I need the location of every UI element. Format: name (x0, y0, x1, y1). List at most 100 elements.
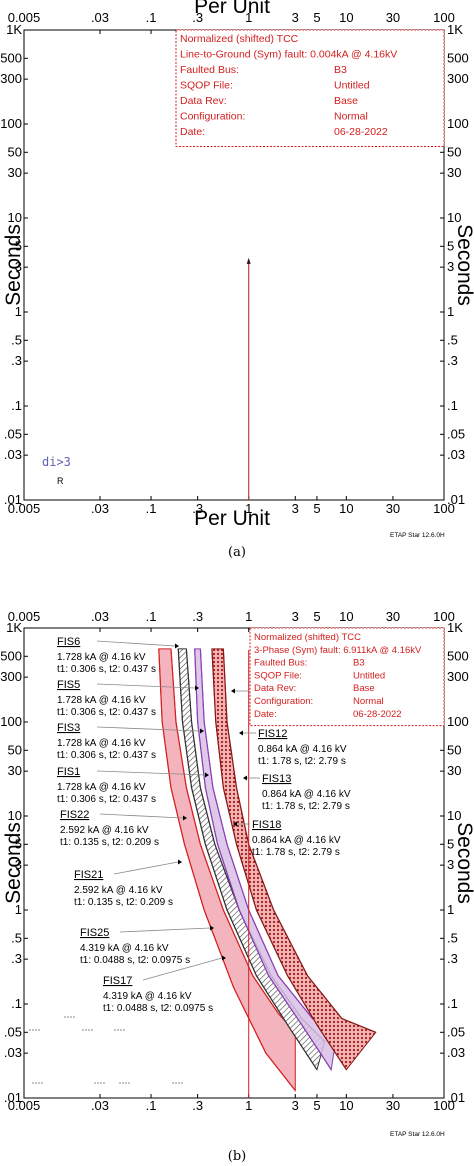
software-footer: ETAP Star 12.6.0H (390, 1131, 445, 1138)
device-time-label: t1: 0.306 s, t2: 0.437 s (57, 707, 156, 718)
y-tick-label-right: 1K (447, 22, 463, 37)
tcc-curve-max-3 (199, 648, 338, 1033)
y-tick-label-right: 1 (447, 304, 454, 319)
chart-panel-a: 0.0050.005.03.03.1.1.3.31133551010303010… (0, 0, 474, 560)
x-tick-label-top: 100 (433, 10, 455, 25)
series-marker (246, 257, 251, 264)
info-box-key: Configuration: (180, 111, 245, 123)
device-leader-line (96, 683, 196, 689)
device-leader-arrow (239, 730, 243, 736)
info-box-key: Line-to-Ground (Sym) fault: 0.004kA @ 4.… (180, 49, 397, 61)
x-tick-label-bottom: 1 (245, 1098, 252, 1113)
y-tick-label-right: 5 (447, 836, 454, 851)
info-box-value: Untitled (334, 80, 370, 92)
y-axis-title-right: Seconds (453, 822, 474, 904)
y-tick-label-left: 100 (0, 116, 22, 131)
x-tick-label-bottom: 5 (313, 1098, 320, 1113)
y-tick-label-right: 10 (447, 808, 461, 823)
tcc-curve-max-1 (170, 648, 296, 1033)
device-leader-arrow (222, 955, 226, 961)
y-tick-label-right: .05 (447, 426, 465, 441)
y-tick-label-left: 500 (0, 50, 22, 65)
x-tick-label-bottom: .03 (91, 1098, 109, 1113)
info-box-key: Date: (254, 709, 277, 720)
y-tick-label-left: 5 (15, 238, 22, 253)
info-box-key: Data Rev: (254, 683, 296, 694)
x-tick-label-top: .1 (146, 10, 157, 25)
y-tick-label-right: 100 (447, 116, 469, 131)
info-box-key: Faulted Bus: (180, 64, 239, 76)
device-name-label: FIS5 (57, 679, 80, 691)
y-tick-label-right: 5 (447, 238, 454, 253)
device-leader-arrow (200, 728, 204, 734)
device-name-label: FIS22 (60, 809, 89, 821)
y-tick-label-right: .01 (447, 492, 465, 507)
device-current-label: 1.728 kA @ 4.16 kV (57, 652, 146, 663)
y-tick-label-left: 30 (8, 763, 22, 778)
tcc-curve-min-4 (211, 648, 347, 1071)
y-tick-label-right: 1K (447, 620, 463, 635)
y-tick-label-left: 10 (8, 210, 22, 225)
device-leader-line (142, 957, 223, 981)
x-tick-label-bottom: .1 (146, 501, 157, 516)
y-tick-label-left: 50 (8, 742, 22, 757)
chart-panel-b: 0.0050.005.03.03.1.1.3.31133551010303010… (0, 609, 474, 1164)
info-box-key: Date: (180, 126, 205, 138)
device-leader-line (96, 770, 206, 776)
x-axis-title-bottom: Per Unit (194, 507, 270, 530)
y-tick-label-left: .03 (4, 447, 22, 462)
info-box-key: SQOP File: (180, 80, 233, 92)
x-tick-label-top: 0.005 (8, 10, 41, 25)
device-leader-line (99, 813, 184, 819)
y-tick-label-left: 3 (15, 857, 22, 872)
device-leader-arrow (233, 821, 237, 827)
info-box-key: Faulted Bus: (254, 658, 307, 669)
device-leader-line (119, 927, 211, 933)
info-box-key: Normalized (shifted) TCC (254, 632, 361, 643)
y-tick-label-left: .1 (11, 996, 22, 1011)
x-tick-label-bottom: 30 (386, 1098, 400, 1113)
x-tick-label-top: 3 (292, 10, 299, 25)
y-tick-label-left: .01 (4, 1090, 22, 1105)
y-tick-label-right: 30 (447, 165, 461, 180)
tcc-curve-max-4 (222, 648, 376, 1033)
info-box-value: B3 (353, 658, 365, 669)
panel-caption: (a) (228, 545, 246, 560)
device-leader-arrow (175, 643, 179, 649)
y-tick-label-right: 500 (447, 648, 469, 663)
device-leader-line (96, 726, 201, 732)
info-box-key: Configuration: (254, 696, 313, 707)
x-tick-label-bottom: 0.005 (8, 1098, 41, 1113)
x-tick-label-bottom: .1 (146, 1098, 157, 1113)
device-name-label: FIS17 (103, 975, 132, 987)
info-box-key: Data Rev: (180, 95, 227, 107)
y-axis-title-right: Seconds (453, 224, 474, 306)
y-tick-label-left: .3 (11, 951, 22, 966)
info-box-value: Normal (353, 696, 384, 707)
tcc-curve-min-1 (158, 648, 296, 1091)
device-current-label: 0.864 kA @ 4.16 kV (262, 789, 351, 800)
device-name-label: FIS3 (57, 722, 80, 734)
x-tick-label-bottom: .3 (192, 1098, 203, 1113)
y-tick-label-left: .05 (4, 426, 22, 441)
y-tick-label-left: .03 (4, 1045, 22, 1060)
x-tick-label-top: 0.005 (8, 609, 41, 624)
device-time-label: t1: 0.135 s, t2: 0.209 s (74, 897, 173, 908)
y-tick-label-left: .3 (11, 353, 22, 368)
device-current-label: 1.728 kA @ 4.16 kV (57, 738, 146, 749)
y-tick-label-right: 3 (447, 857, 454, 872)
device-name-label: FIS13 (262, 773, 291, 785)
x-tick-label-top: 1 (245, 609, 252, 624)
y-tick-label-left: 5 (15, 836, 22, 851)
x-tick-label-bottom: 5 (313, 501, 320, 516)
info-box-key: 3-Phase (Sym) fault: 6.911kA @ 4.16kV (254, 645, 422, 656)
device-current-label: 4.319 kA @ 4.16 kV (103, 991, 192, 1002)
device-leader-line (113, 861, 179, 875)
x-tick-label-top: .3 (192, 10, 203, 25)
y-tick-label-right: .1 (447, 996, 458, 1011)
software-footer: ETAP Star 12.6.0H (390, 532, 445, 539)
y-tick-label-right: 50 (447, 144, 461, 159)
x-tick-label-top: .1 (146, 609, 157, 624)
device-time-label: t1: 0.0488 s, t2: 0.0975 s (103, 1003, 213, 1014)
